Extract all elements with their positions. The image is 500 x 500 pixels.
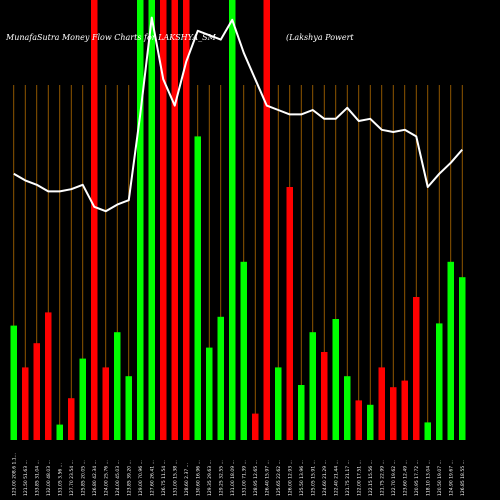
x-tick-label: 125.65 22.62 ... [276, 460, 282, 496]
bar-up [10, 325, 17, 440]
bar-up [424, 422, 431, 440]
x-tick-label: 124.00 45.03 ... [115, 460, 121, 496]
bar-down [401, 380, 408, 440]
line-series [13, 16, 464, 213]
bar-up [217, 316, 224, 440]
bar-down [22, 367, 29, 440]
chart-title: MunafaSutra Money Flow Charts for LAKSHY… [5, 33, 217, 42]
bar-down [321, 352, 328, 440]
x-tick-label: 128.60 2.37 ... [184, 463, 190, 496]
x-tick-label: 132.00 48.03 ... [46, 460, 52, 496]
x-tick-label: 123.85 39.20 ... [126, 460, 132, 496]
x-tick-label: 121.75 22.99 ... [379, 460, 385, 496]
x-tick-label: 121.75 21.17 ... [345, 460, 351, 496]
x-tick-label: 131.05 3.56 ... [57, 463, 63, 496]
x-tick-label: 120.50 19.07 ... [437, 460, 443, 496]
x-tick-label: 129.35 29.63 ... [207, 460, 213, 496]
bar-down [45, 312, 52, 440]
x-tick-label: 127.70 23.54 ... [69, 460, 75, 496]
x-tick-label: 120.95 17.72 ... [414, 460, 420, 496]
x-tick-label: 125.50 13.96 ... [299, 460, 305, 496]
bar-down [263, 0, 270, 440]
bar-up [344, 376, 351, 440]
bar-down [390, 387, 397, 440]
x-tick-label: 129.00 70.96 ... [138, 460, 144, 496]
bar-down [355, 400, 362, 440]
chart-subtitle: (Lakshya Powert [286, 33, 354, 42]
x-tick-label: 126.75 11.54 ... [161, 460, 167, 496]
bar-up [240, 261, 247, 440]
bar-up [275, 367, 282, 440]
x-tick-label: 123.00 208.6 1.1... [11, 453, 17, 496]
bar-up [332, 319, 339, 440]
bar-up [459, 277, 466, 440]
bar-down [91, 0, 98, 440]
x-tick-labels: 123.00 208.6 1.1... 121.50 51.63 ... 133.8… [11, 453, 466, 496]
x-tick-label: 122.40 21.44 ... [333, 460, 339, 496]
x-tick-label: 122.00 17.51 ... [356, 460, 362, 496]
x-tick-label: 122.15 15.56 ... [368, 460, 374, 496]
bar-up [298, 385, 305, 440]
x-tick-label: 129.25 32.55 ... [218, 460, 224, 496]
x-tick-label: 122.70 19.62 ... [391, 460, 397, 496]
bar-down [413, 297, 420, 440]
x-tick-label: 126.40 15.97 ... [264, 460, 270, 496]
bar-down [171, 0, 178, 440]
x-tick-label: 128.95 12.65 ... [253, 460, 259, 496]
x-tick-label: 121.50 51.63 ... [23, 460, 29, 496]
x-tick-label: 133.85 31.04 ... [34, 460, 40, 496]
x-tick-label: 130.60 16.96 ... [195, 460, 201, 496]
x-tick-label: 125.85 20.05 ... [80, 460, 86, 496]
bar-down [68, 398, 75, 440]
x-tick-label: 126.80 42.34 ... [92, 460, 98, 496]
bar-up [56, 424, 63, 440]
x-tick-label: 118.10 13.04 ... [425, 460, 431, 496]
bar-up [194, 136, 201, 440]
bar-up [148, 0, 155, 440]
money-flow-line [13, 16, 464, 213]
bar-up [436, 323, 443, 440]
x-tick-label: 124.00 25.76 ... [103, 460, 109, 496]
x-tick-label: 131.00 18.09 ... [230, 460, 236, 496]
x-tick-label: 126.00 12.93 ... [287, 460, 293, 496]
bar-down [378, 367, 385, 440]
bar-up [447, 261, 454, 440]
x-tick-label: 126.85 18.55 ... [460, 460, 466, 496]
bar-series [10, 0, 466, 440]
bar-up [206, 347, 213, 440]
bar-down [102, 367, 109, 440]
x-tick-label: 127.60 26.41 ... [149, 460, 155, 496]
x-tick-label: 123.60 12.49 ... [402, 460, 408, 496]
bar-down [252, 413, 259, 440]
bar-up [79, 358, 86, 440]
bar-up [125, 376, 132, 440]
x-tick-label: 124.60 21.29 ... [322, 460, 328, 496]
bar-up [137, 0, 144, 440]
bar-up [114, 332, 121, 440]
x-tick-label: 131.00 15.38 ... [172, 460, 178, 496]
bar-down [160, 0, 167, 440]
bar-down [286, 187, 293, 440]
x-tick-label: 124.90 19.67 ... [448, 460, 454, 496]
bar-down [33, 343, 40, 440]
bar-up [229, 0, 236, 440]
x-tick-label: 125.05 15.91 ... [310, 460, 316, 496]
bar-up [309, 332, 316, 440]
x-tick-label: 131.00 71.39 ... [241, 460, 247, 496]
bar-down [183, 0, 190, 440]
bar-up [367, 404, 374, 440]
